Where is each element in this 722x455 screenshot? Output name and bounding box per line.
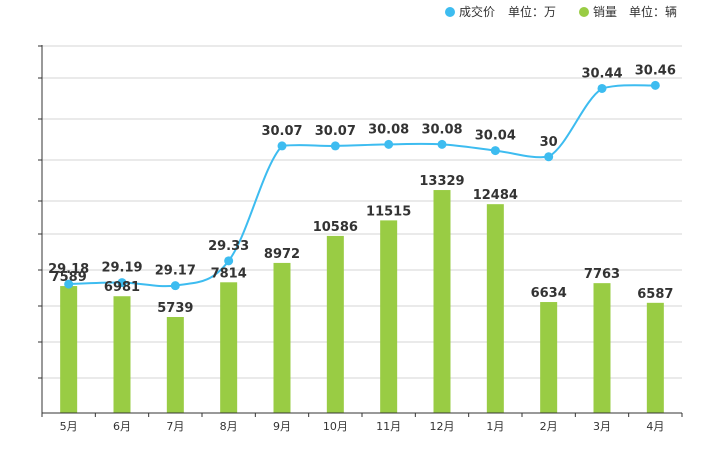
legend-marker-price: [445, 7, 455, 17]
x-tick-label-9: 2月: [540, 420, 558, 433]
legend-unit-price: 单位：万: [508, 4, 556, 19]
bar-11[interactable]: [646, 302, 664, 413]
price-point-11[interactable]: [650, 80, 660, 90]
price-point-4[interactable]: [277, 141, 287, 151]
price-label-1: 29.19: [101, 261, 142, 276]
axes: 5月 6月 7月 8月 9月 10月 11月 12月 1月 2月 3月 4月: [38, 45, 683, 433]
legend-unit-sales: 单位：辆: [629, 4, 677, 19]
gridlines: [42, 45, 682, 379]
data-labels: 7589 6981 5739 7814 8972 10586 11515 13329 12484…: [48, 63, 676, 316]
price-point-3[interactable]: [224, 256, 234, 266]
bar-label-4: 8972: [264, 247, 300, 262]
bar-label-10: 7763: [584, 267, 620, 282]
bar-label-6: 11515: [366, 204, 411, 219]
price-label-3: 29.33: [208, 239, 249, 254]
bar-label-5: 10586: [313, 220, 358, 235]
x-tick-label-6: 11月: [376, 420, 401, 433]
bar-5[interactable]: [326, 235, 344, 413]
bar-label-9: 6634: [531, 286, 567, 301]
bar-label-8: 12484: [473, 188, 518, 203]
bar-label-1: 6981: [104, 280, 140, 295]
price-label-7: 30.08: [421, 122, 462, 137]
bar-3[interactable]: [220, 282, 238, 413]
x-tick-label-7: 12月: [430, 420, 455, 433]
bar-label-0: 7589: [51, 270, 87, 285]
bar-10[interactable]: [593, 283, 611, 413]
bar-8[interactable]: [486, 204, 504, 413]
bar-label-2: 5739: [157, 301, 193, 316]
price-point-2[interactable]: [170, 281, 180, 291]
x-tick-label-10: 3月: [593, 420, 611, 433]
price-point-10[interactable]: [597, 83, 607, 93]
x-tick-label-8: 1月: [486, 420, 504, 433]
bar-4[interactable]: [273, 262, 291, 413]
price-point-8[interactable]: [490, 146, 500, 156]
bar-1[interactable]: [113, 296, 131, 413]
line-series: [64, 80, 660, 291]
x-tick-label-0: 5月: [60, 420, 78, 433]
bar-label-11: 6587: [637, 287, 673, 302]
legend-label-sales: 销量: [593, 5, 617, 19]
x-tick-label-1: 6月: [113, 420, 131, 433]
price-point-7[interactable]: [437, 139, 447, 149]
price-label-5: 30.07: [315, 124, 356, 139]
price-point-1[interactable]: [117, 278, 127, 288]
price-label-10: 30.44: [581, 66, 622, 81]
bar-label-7: 13329: [419, 174, 464, 189]
bar-9[interactable]: [540, 302, 558, 413]
price-point-0[interactable]: [64, 279, 74, 289]
price-line: [68, 84, 656, 288]
price-label-0: 29.18: [48, 262, 89, 277]
price-point-5[interactable]: [330, 141, 340, 151]
bar-6[interactable]: [380, 220, 398, 413]
price-label-6: 30.08: [368, 122, 409, 137]
price-label-11: 30.46: [635, 63, 676, 78]
x-tick-label-11: 4月: [646, 420, 664, 433]
bar-label-3: 7814: [211, 266, 247, 281]
price-point-9[interactable]: [544, 152, 554, 162]
bar-2[interactable]: [166, 317, 184, 413]
price-label-9: 30: [540, 135, 558, 150]
x-tick-label-5: 10月: [323, 420, 348, 433]
x-tick-label-3: 8月: [220, 420, 238, 433]
price-label-4: 30.07: [261, 124, 302, 139]
legend[interactable]: 成交价 单位：万 销量 单位：辆: [445, 4, 677, 19]
price-label-2: 29.17: [155, 264, 196, 279]
x-tick-label-4: 9月: [273, 420, 291, 433]
bar-0[interactable]: [60, 286, 78, 413]
price-label-8: 30.04: [475, 129, 516, 144]
price-point-6[interactable]: [384, 139, 394, 149]
x-tick-label-2: 7月: [166, 420, 184, 433]
legend-marker-sales: [579, 7, 589, 17]
bar-series: [60, 190, 664, 413]
bar-7[interactable]: [433, 190, 451, 413]
legend-label-price: 成交价: [459, 4, 495, 19]
